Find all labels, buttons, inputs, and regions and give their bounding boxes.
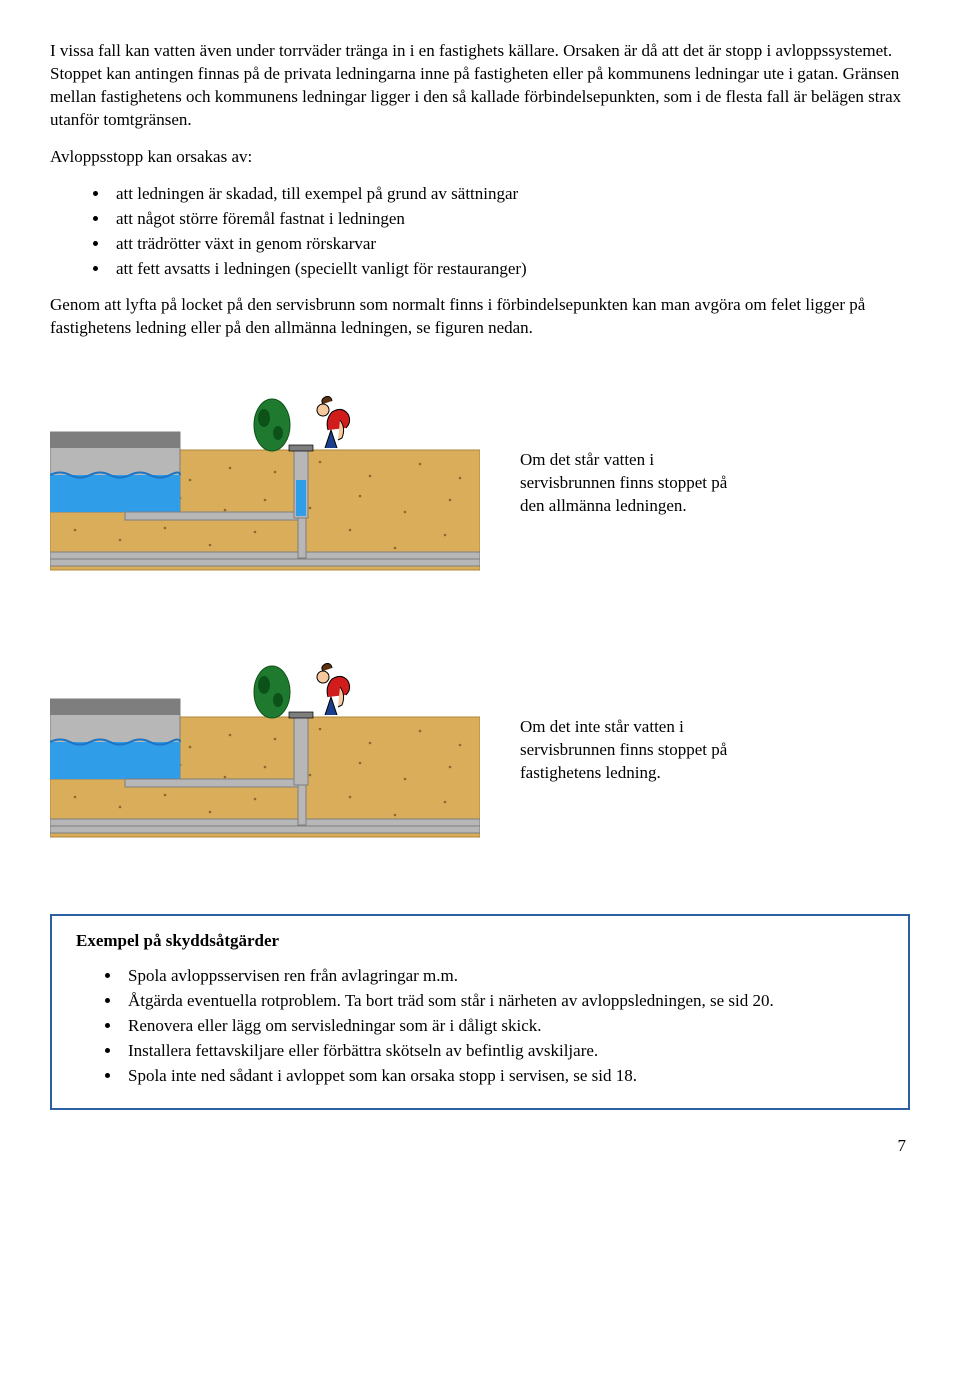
list-item: Installera fettavskiljare eller förbättr… [122, 1040, 888, 1063]
diagram-1-caption: Om det står vatten i servisbrunnen finns… [520, 449, 750, 518]
causes-list: att ledningen är skadad, till exempel på… [50, 183, 910, 281]
diagram-2-caption: Om det inte står vatten i servisbrunnen … [520, 716, 750, 785]
diagram-2 [50, 647, 480, 854]
intro-paragraph-1: I vissa fall kan vatten även under torrv… [50, 40, 910, 132]
box-title: Exempel på skyddsåtgärder [76, 930, 888, 953]
explanation-paragraph: Genom att lyfta på locket på den servisb… [50, 294, 910, 340]
list-item: att ledningen är skadad, till exempel på… [110, 183, 910, 206]
measures-list: Spola avloppsservisen ren från avlagring… [72, 965, 888, 1088]
diagram-row-2: Om det inte står vatten i servisbrunnen … [50, 647, 910, 854]
list-item: att fett avsatts i ledningen (speciellt … [110, 258, 910, 281]
list-item: Renovera eller lägg om servisledningar s… [122, 1015, 888, 1038]
diagram-row-1: Om det står vatten i servisbrunnen finns… [50, 380, 910, 587]
diagram-1 [50, 380, 480, 587]
list-item: att något större föremål fastnat i ledni… [110, 208, 910, 231]
list-item: Spola inte ned sådant i avloppet som kan… [122, 1065, 888, 1088]
list-item: att trädrötter växt in genom rörskarvar [110, 233, 910, 256]
page-number: 7 [50, 1135, 910, 1158]
list-item: Åtgärda eventuella rotproblem. Ta bort t… [122, 990, 888, 1013]
list-item: Spola avloppsservisen ren från avlagring… [122, 965, 888, 988]
intro-paragraph-2: Avloppsstopp kan orsakas av: [50, 146, 910, 169]
measures-box: Exempel på skyddsåtgärder Spola avloppss… [50, 914, 910, 1110]
